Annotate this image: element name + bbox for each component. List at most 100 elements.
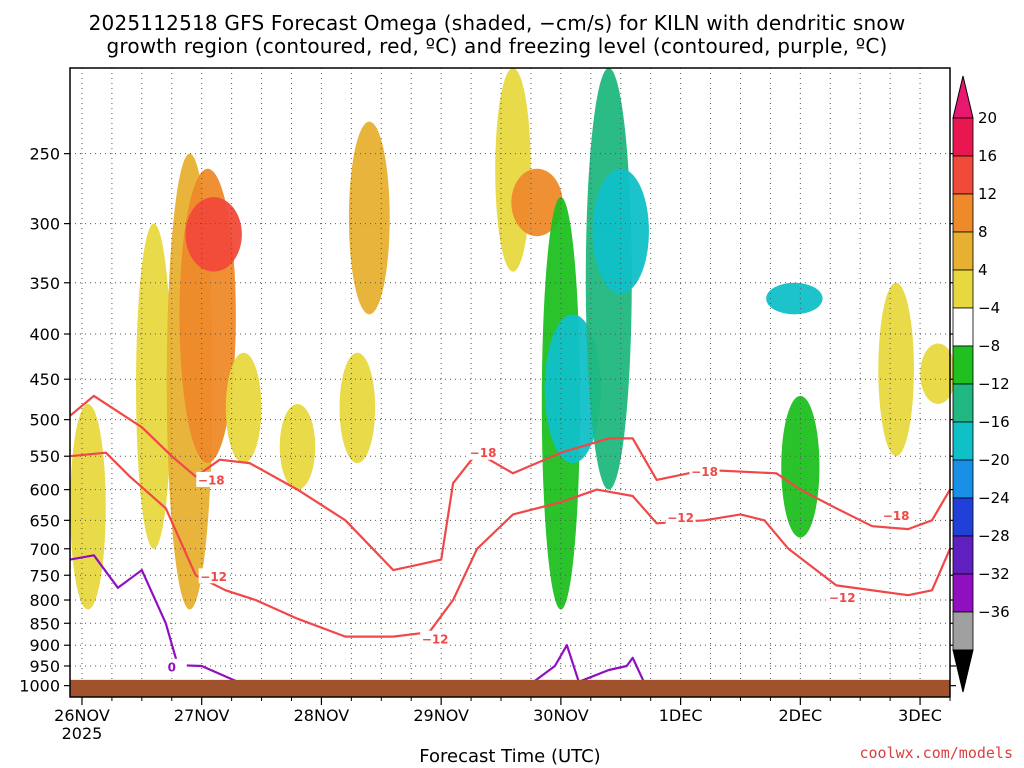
contour-label-bg	[196, 471, 227, 487]
omega-region	[511, 168, 563, 237]
colorbar-swatch	[952, 193, 974, 233]
contour-label: −18	[691, 465, 718, 479]
colorbar-swatch	[952, 497, 974, 537]
y-tick-label: 700	[29, 540, 60, 559]
colorbar-label: −8	[978, 337, 1000, 355]
colorbar-swatch	[952, 231, 974, 271]
y-tick-label: 550	[29, 447, 60, 466]
omega-region	[348, 121, 390, 315]
contour-label-bg	[198, 568, 229, 584]
colorbar-label: 16	[978, 147, 997, 165]
x-year-label: 2025	[62, 724, 103, 743]
freezing-level-line	[530, 644, 646, 685]
colorbar-label: −24	[978, 489, 1010, 507]
gridlines	[70, 68, 951, 697]
temperature-contours: −18 −18 −18 −18 −12 −12 −12 −12 0	[69, 394, 952, 687]
x-tick-label: 30NOV	[533, 706, 589, 725]
omega-region	[592, 168, 649, 294]
y-tick-label: 600	[29, 481, 60, 500]
y-tick-label: 450	[29, 370, 60, 389]
ground-surface	[70, 679, 950, 697]
x-tick-label: 3DEC	[898, 706, 942, 725]
omega-region	[920, 343, 956, 404]
y-tick-label: 950	[29, 657, 60, 676]
colorbar-label: −28	[978, 527, 1010, 545]
colorbar-label: 8	[978, 223, 988, 241]
y-tick-label: 350	[29, 274, 60, 293]
contour-label-bg	[665, 509, 696, 525]
omega-region	[781, 395, 820, 538]
dgz-contour-line	[69, 394, 951, 572]
omega-region	[339, 352, 376, 464]
axes: 250 300 350 400 450 500 550 600 650 700 750 800 850 9…	[19, 67, 956, 743]
omega-region	[185, 197, 242, 272]
colorbar: 20 16 12 8 4 −4 −8 −12 −16 −20 −24 −28 −32 −36	[952, 75, 1010, 693]
contour-label-bg	[420, 630, 451, 646]
colorbar-swatch	[952, 269, 974, 309]
colorbar-label: −16	[978, 413, 1010, 431]
x-tick-label: 27NOV	[174, 706, 230, 725]
contour-label: −18	[883, 509, 910, 523]
contour-label: −12	[667, 511, 694, 525]
y-tick-label: 850	[29, 614, 60, 633]
contour-label: −12	[829, 591, 856, 605]
y-tick-label: 400	[29, 325, 60, 344]
colorbar-swatch	[952, 421, 974, 461]
x-tick-label: 28NOV	[294, 706, 350, 725]
colorbar-swatch	[952, 155, 974, 195]
omega-region	[136, 223, 172, 549]
contour-label: 0	[168, 660, 176, 674]
colorbar-swatch	[952, 345, 974, 385]
omega-region	[70, 403, 106, 610]
ground-fill	[70, 679, 950, 697]
colorbar-label: −20	[978, 451, 1010, 469]
x-tick-label: 2DEC	[778, 706, 822, 725]
x-tick-label: 26NOV	[54, 706, 110, 725]
colorbar-bottom-arrow	[952, 649, 974, 693]
colorbar-top-arrow	[952, 75, 974, 119]
y-tick-label: 750	[29, 566, 60, 585]
colorbar-label: −36	[978, 603, 1010, 621]
y-tick-label: 800	[29, 591, 60, 610]
colorbar-swatch	[952, 383, 974, 423]
omega-region	[544, 314, 602, 464]
y-tick-label: 1000	[19, 677, 60, 696]
plot-frame	[69, 67, 951, 698]
colorbar-label: 20	[978, 109, 997, 127]
colorbar-label: −32	[978, 565, 1010, 583]
chart-title-line-1: 2025112518 GFS Forecast Omega (shaded, −…	[89, 11, 906, 35]
colorbar-label: −4	[978, 299, 1000, 317]
omega-shading	[70, 67, 956, 610]
y-tick-label: 250	[29, 145, 60, 164]
x-axis-label: Forecast Time (UTC)	[419, 746, 600, 767]
colorbar-swatch	[952, 535, 974, 575]
x-tick-label: 1DEC	[659, 706, 703, 725]
omega-region	[766, 282, 823, 315]
y-tick-label: 650	[29, 511, 60, 530]
colorbar-swatch	[952, 307, 974, 347]
contour-label: −18	[198, 473, 225, 487]
credit-text: coolwx.com/models	[859, 744, 1013, 762]
x-tick-label: 29NOV	[413, 706, 469, 725]
colorbar-swatch	[952, 611, 974, 651]
contour-label-bg	[156, 658, 187, 674]
contour-label-bg	[689, 463, 720, 479]
colorbar-label: 12	[978, 185, 997, 203]
contour-label: −18	[470, 446, 497, 460]
colorbar-label: −12	[978, 375, 1010, 393]
contour-label-bg	[881, 507, 912, 523]
colorbar-label: 4	[978, 261, 988, 279]
y-tick-label: 900	[29, 636, 60, 655]
contour-label: −12	[422, 632, 449, 646]
y-tick-label: 500	[29, 411, 60, 430]
omega-region	[279, 403, 316, 490]
colorbar-swatch	[952, 573, 974, 613]
colorbar-swatch	[952, 459, 974, 499]
omega-region	[225, 352, 262, 464]
contour-label-bg	[827, 589, 858, 605]
y-tick-label: 300	[29, 215, 60, 234]
colorbar-swatch	[952, 117, 974, 157]
contour-label-bg	[468, 444, 499, 460]
contour-label: −12	[200, 570, 227, 584]
